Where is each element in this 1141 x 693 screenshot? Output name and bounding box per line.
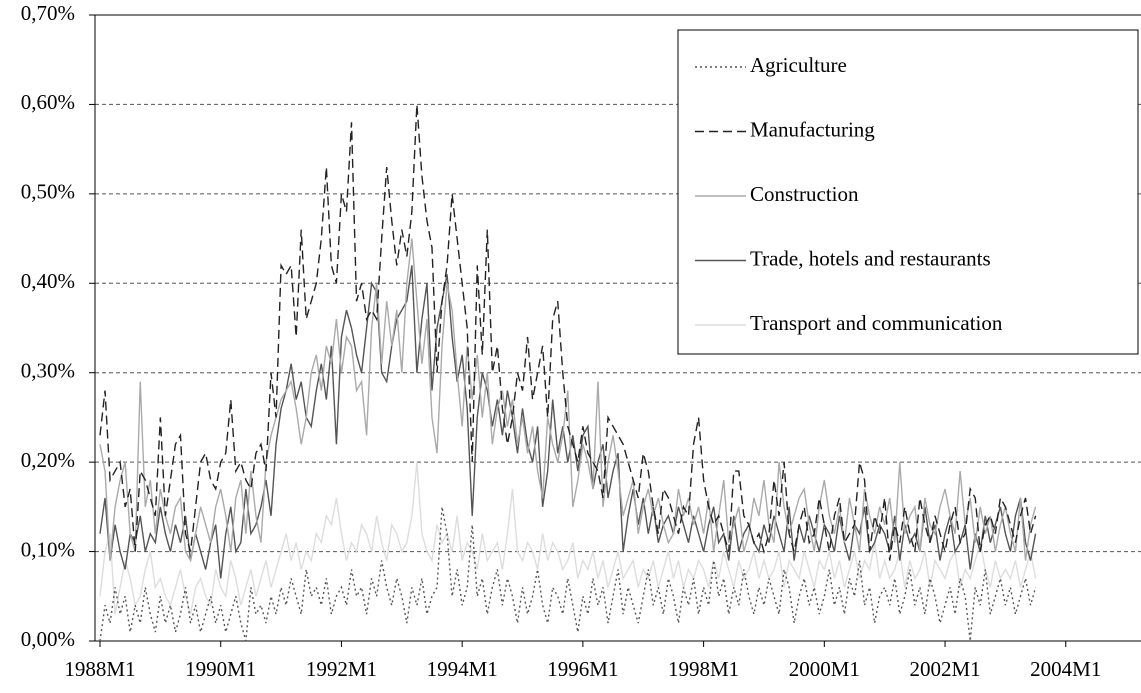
y-tick-label: 0,70% [21, 1, 75, 25]
x-tick-label: 1992M1 [306, 657, 377, 681]
legend-label: Manufacturing [750, 117, 875, 141]
y-tick-label: 0,30% [21, 359, 75, 383]
y-tick-label: 0,20% [21, 448, 75, 472]
series-line [99, 265, 1037, 579]
x-tick-label: 1994M1 [427, 657, 498, 681]
series-line [99, 238, 1037, 563]
y-tick-label: 0,60% [21, 90, 75, 114]
x-tick-label: 1990M1 [185, 657, 256, 681]
legend-label: Construction [750, 182, 859, 206]
y-tick-label: 0,40% [21, 269, 75, 293]
legend-label: Agriculture [750, 53, 847, 77]
y-tick-label: 0,00% [21, 627, 75, 651]
x-tick-label: 1998M1 [668, 657, 739, 681]
y-tick-label: 0,50% [21, 180, 75, 204]
x-tick-label: 1996M1 [547, 657, 618, 681]
x-tick-label: 1988M1 [64, 657, 135, 681]
legend-label: Trade, hotels and restaurants [750, 246, 991, 270]
x-tick-label: 2004M1 [1030, 657, 1101, 681]
x-tick-label: 2002M1 [909, 657, 980, 681]
series-line [99, 506, 1037, 642]
y-tick-label: 0,10% [21, 537, 75, 561]
legend-label: Transport and communication [750, 311, 1003, 335]
legend-box [677, 29, 1139, 355]
series-line [99, 462, 1037, 615]
x-tick-label: 2000M1 [789, 657, 860, 681]
series-line [99, 104, 1037, 561]
